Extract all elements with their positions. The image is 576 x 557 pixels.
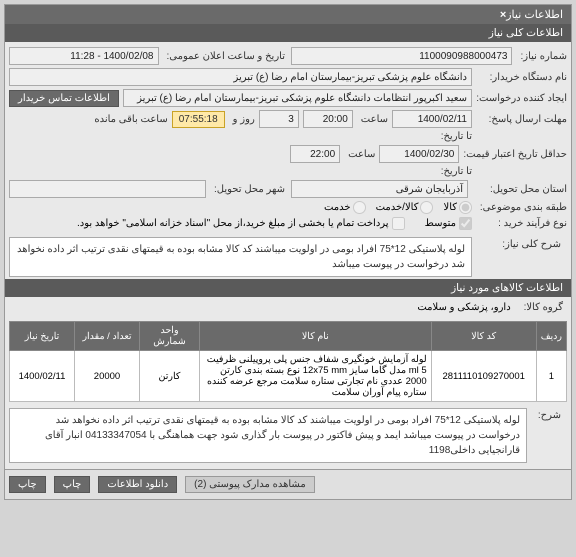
col-code: کد کالا (431, 322, 536, 351)
deadline-time: 20:00 (303, 110, 353, 128)
group-label: گروه کالا: (520, 302, 563, 313)
cell-code: 2811110109270001 (431, 351, 536, 402)
section1-title: اطلاعات کلی نیاز (5, 24, 571, 42)
type-goods-radio[interactable]: کالا (443, 201, 472, 214)
days-value: 3 (259, 110, 299, 128)
type-radio-group: کالا کالا/خدمت خدمت (324, 201, 472, 214)
download-button[interactable]: دانلود اطلاعات (98, 476, 177, 493)
row-desc-label: شرح: (527, 408, 567, 423)
deadline-label: مهلت ارسال پاسخ: (472, 114, 567, 125)
deadline-date: 1400/02/11 (392, 110, 472, 128)
cell-date: 1400/02/11 (10, 351, 75, 402)
process-note-check: پرداخت تمام یا بخشی از مبلغ خرید،از محل … (77, 217, 405, 230)
remain-label: ساعت باقی مانده (90, 114, 167, 125)
announce-label: تاریخ و ساعت اعلان عمومی: (163, 51, 286, 62)
valid-date: 1400/02/30 (379, 145, 459, 163)
col-idx: ردیف (536, 322, 566, 351)
window-header: اطلاعات نیاز × (5, 5, 571, 24)
section1-form: شماره نیاز: 1100090988000473 تاریخ و ساع… (5, 42, 571, 235)
section2-title: اطلاعات کالاهای مورد نیاز (5, 279, 571, 297)
row-desc-box: لوله پلاستیکی 12*75 افراد بومی در اولویت… (9, 408, 527, 463)
close-icon[interactable]: × (500, 9, 506, 21)
col-qty: تعداد / مقدار (75, 322, 140, 351)
deadline-until-label: تا تاریخ: (437, 131, 472, 142)
creator-label: ایجاد کننده درخواست: (472, 93, 567, 104)
contact-buyer-button[interactable]: اطلاعات تماس خریدار (9, 90, 119, 107)
process-label: نوع فرآیند خرید : (472, 218, 567, 229)
need-number-label: شماره نیاز: (516, 51, 567, 62)
cell-idx: 1 (536, 351, 566, 402)
main-desc-box: لوله پلاستیکی 12*75 افراد بومی در اولویت… (9, 237, 472, 277)
type-service-input (420, 201, 433, 214)
group-value: دارو، پزشکی و سلامت (417, 302, 516, 313)
table-row[interactable]: 1 2811110109270001 لوله آزمایش خونگیری ش… (10, 351, 567, 402)
items-table-wrap: ردیف کد کالا نام کالا واحد شمارش تعداد /… (5, 317, 571, 406)
process-medium-text: متوسط (425, 218, 456, 229)
city-label: شهر محل تحویل: (210, 184, 285, 195)
footer-bar: مشاهده مدارک پیوستی (2) دانلود اطلاعات چ… (5, 469, 571, 499)
days-label: روز و (229, 114, 255, 125)
need-number-value: 1100090988000473 (291, 47, 512, 65)
col-unit: واحد شمارش (140, 322, 200, 351)
deadline-time-label: ساعت (357, 114, 388, 125)
type-services-radio[interactable]: خدمت (324, 201, 366, 214)
close-button[interactable]: چاپ (9, 476, 46, 493)
items-table: ردیف کد کالا نام کالا واحد شمارش تعداد /… (9, 321, 567, 402)
process-note-input (392, 217, 405, 230)
remain-time: 07:55:18 (172, 111, 225, 128)
valid-time-label: ساعت (344, 149, 375, 160)
type-service-text: کالا/خدمت (376, 202, 419, 213)
col-name: نام کالا (200, 322, 432, 351)
attachments-button[interactable]: مشاهده مدارک پیوستی (2) (185, 476, 315, 493)
cell-name: لوله آزمایش خونگیری شفاف جنس پلی پروپیلن… (200, 351, 432, 402)
window-title: اطلاعات نیاز (506, 8, 563, 21)
province-value: آذربایجان شرقی (291, 180, 468, 198)
creator-value: سعید اکبرپور انتظامات دانشگاه علوم پزشکی… (123, 89, 472, 107)
type-service-radio[interactable]: کالا/خدمت (376, 201, 434, 214)
main-desc-label: شرح کلی نیاز: (472, 237, 567, 252)
valid-until-label: تا تاریخ: (437, 166, 472, 177)
type-goods-text: کالا (443, 202, 457, 213)
cell-qty: 20000 (75, 351, 140, 402)
announce-value: 1400/02/08 - 11:28 (9, 47, 159, 65)
cell-unit: کارتن (140, 351, 200, 402)
process-medium-check[interactable]: متوسط (425, 217, 472, 230)
print-button[interactable]: چاپ (54, 476, 91, 493)
main-panel: اطلاعات نیاز × اطلاعات کلی نیاز شماره نی… (4, 4, 572, 500)
province-label: استان محل تحویل: (472, 184, 567, 195)
col-date: تاریخ نیاز (10, 322, 75, 351)
buyer-label: نام دستگاه خریدار: (472, 72, 567, 83)
buyer-value: دانشگاه علوم پزشکی تبریز-بیمارستان امام … (9, 68, 472, 86)
process-note-text: پرداخت تمام یا بخشی از مبلغ خرید،از محل … (77, 218, 389, 229)
type-goods-input (459, 201, 472, 214)
valid-label: حداقل تاریخ اعتبار قیمت: (459, 149, 567, 160)
type-label: طبقه بندی موضوعی: (472, 202, 567, 213)
type-services-input (353, 201, 366, 214)
process-medium-input (459, 217, 472, 230)
city-value (9, 180, 206, 198)
valid-time: 22:00 (290, 145, 340, 163)
type-services-text: خدمت (324, 202, 351, 213)
